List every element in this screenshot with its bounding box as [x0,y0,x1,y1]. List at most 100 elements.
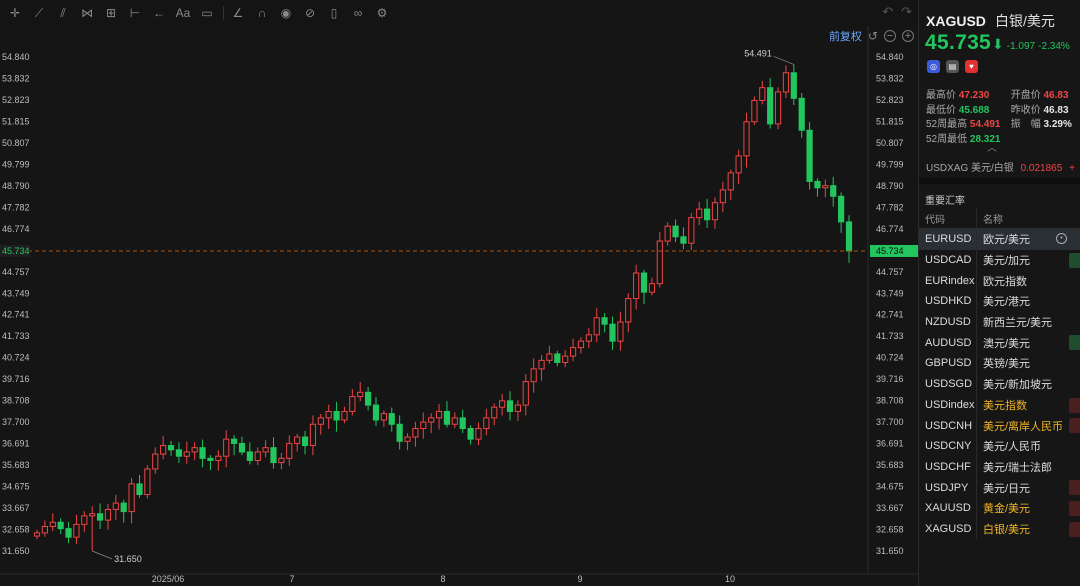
candle-body [175,449,183,457]
comment-icon[interactable]: ▭ [201,6,213,20]
rate-row[interactable]: USDJPY 美元/日元 [919,477,1080,498]
globe-icon[interactable]: ◎ [927,60,940,73]
candle-body [664,225,671,242]
candle-body [585,334,592,342]
chart-canvas[interactable]: 54.840 54.840 53.832 53.832 52.823 52.823 51.8… [0,26,918,586]
stat-value: 45.688 [958,104,990,116]
candle-body [152,453,159,470]
change-indicator [1069,418,1080,434]
trash-icon[interactable]: ▯ [330,6,338,20]
stat-left: 最低价 45.688 [926,101,1011,116]
y-tick-label-left: 35.683 [2,460,30,470]
candle-body [688,217,695,244]
candle-body [246,451,253,461]
candle-body [656,240,663,285]
rate-row[interactable]: USDCAD 美元/加元 [919,249,1080,271]
adjust-button[interactable]: 前复权 [828,31,862,43]
fib-icon[interactable]: ⫽ [60,5,66,20]
eye-icon[interactable]: ◉ [280,6,292,20]
candle-body [96,513,104,521]
range-icon[interactable]: ⊢ [129,6,141,20]
candle-body [759,87,766,101]
chart-controls: 前复权 ↺ − + [829,28,914,44]
undo-redo: ↶ ↷ [882,4,912,20]
arrow-icon[interactable]: ← [153,6,165,20]
measure-icon[interactable]: ⊞ [105,6,117,20]
change-indicator [1069,397,1080,413]
undo-icon[interactable]: ↶ [882,4,894,19]
candle-body [357,391,364,398]
collapse-icon[interactable]: ︿ [987,143,997,154]
col-code[interactable]: 代码 [919,209,977,228]
candle-body [89,513,96,517]
rate-row[interactable]: NZDUSD 新西兰元/美元 [919,311,1080,333]
y-tick-label-left: 52.823 [2,95,30,105]
rate-row[interactable]: USDCNH 美元/离岸人民币 [919,415,1080,436]
stat-right: 振 幅 3.29% [1011,115,1080,130]
stat-left: 最高价 47.230 [926,86,1011,101]
last-price: 45.735 [925,31,992,54]
rate-name: 美元/港元 [983,296,1031,309]
rate-row[interactable]: USDSGD 美元/新加坡元 [919,373,1080,395]
rate-name: 黄金/美元 [983,503,1031,516]
candle-body [81,515,88,525]
candle-body [719,189,726,204]
stat-label: 最高价 [926,90,956,101]
rate-row[interactable]: USDCNY 美元/人民币 [919,435,1080,457]
rate-name: 澳元/美元 [983,337,1031,350]
stat-label: 开盘价 [1010,90,1041,101]
rate-row[interactable]: USDHKD 美元/港元 [919,291,1080,312]
candle-body [309,423,317,447]
candle-body [703,208,711,221]
pin-icon[interactable]: • [1056,233,1067,244]
pattern-icon[interactable]: ⋈ [81,6,93,20]
candlestick-chart[interactable]: 54.840 54.840 53.832 53.832 52.823 52.823 51.8… [0,26,918,586]
rate-row[interactable]: XAUUSD 黄金/美元 [919,497,1080,519]
magnet-icon[interactable]: ∩ [257,6,267,20]
zoom-out-icon[interactable]: − [884,30,896,42]
rate-row[interactable]: EURUSD 欧元/美元 • [919,229,1080,250]
candle-body [633,272,640,300]
trend-line-icon[interactable]: ⟋ [34,5,44,20]
visibility-icon[interactable]: ∞ [353,6,363,20]
candle-body [112,502,119,510]
x-tick-label: 7 [289,574,294,584]
redo-icon[interactable]: ↷ [901,4,912,19]
stat-value: 46.83 [1043,90,1069,101]
heart-icon[interactable]: ♥ [965,60,978,73]
quote-panel: XAGUSD 白银/美元 45.735 ⬇ -1.097 -2.34% ◎ ▤ … [918,0,1080,586]
settings-icon[interactable]: ⚙ [376,6,388,20]
candle-body [711,202,719,221]
reset-icon[interactable]: ↺ [867,29,878,43]
candle-body [499,400,506,408]
crosshair-icon[interactable]: ✛ [9,6,21,20]
rate-row[interactable]: EURindex 欧元指数 [919,270,1080,292]
col-name[interactable]: 名称 [983,215,1003,226]
stat-value: 3.29% [1043,119,1072,130]
current-price-tag-left [0,244,30,257]
rate-row[interactable]: USDindex 美元指数 [919,394,1080,416]
brush-icon[interactable]: ∠ [232,6,244,20]
rate-name: 欧元/美元 [983,234,1031,247]
rate-row[interactable]: XAGUSD 白银/美元 [919,518,1080,540]
candle-body [270,447,277,464]
rate-row[interactable]: USDCHF 美元/瑞士法郎 [919,456,1080,478]
rate-row[interactable]: GBPUSD 英镑/美元 [919,353,1080,374]
candle-body [648,283,656,293]
rate-name: 美元/离岸人民币 [983,420,1064,433]
y-tick-label-right: 31.650 [876,546,904,556]
y-tick-label-right: 34.675 [876,482,904,492]
zoom-in-icon[interactable]: + [902,30,914,42]
text-tool-button[interactable]: Aa [175,6,191,20]
rate-row[interactable]: AUDUSD 澳元/美元 [919,332,1080,354]
inverse-quote[interactable]: USDXAG 美元/白银 0.021865 + [926,159,1075,174]
inverse-suffix: + [1069,163,1075,174]
chart-icon[interactable]: ▤ [946,60,959,73]
y-tick-label-right: 50.807 [876,138,904,148]
candle-body [530,368,537,383]
candle-body [428,417,435,423]
hide-icon[interactable]: ⊘ [304,6,316,20]
stat-right: 开盘价 46.83 [1011,86,1080,101]
candle-body [294,436,301,444]
candle-body [514,404,521,412]
